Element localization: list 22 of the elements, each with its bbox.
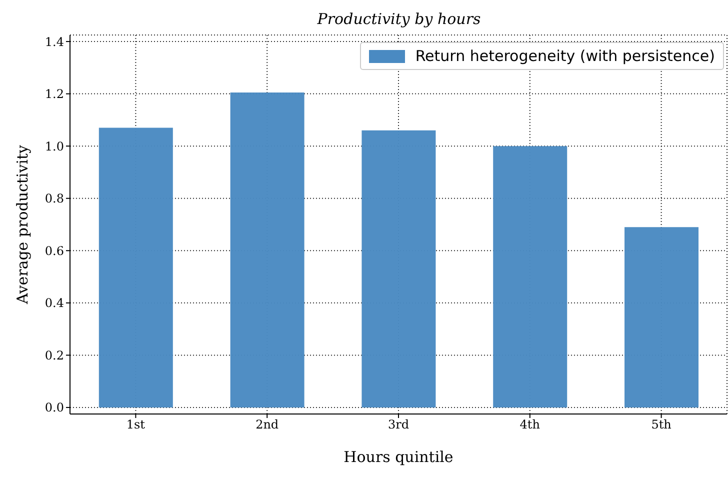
bar <box>230 92 304 408</box>
bar <box>362 130 436 408</box>
legend-label: Return heterogeneity (with persistence) <box>414 47 715 65</box>
x-tick-label: 5th <box>651 418 672 432</box>
y-tick-label: 1.0 <box>44 139 64 154</box>
y-tick-label: 0.4 <box>44 296 64 310</box>
chart-title: Productivity by hours <box>316 10 482 28</box>
x-axis-title: Hours quintile <box>344 448 454 466</box>
x-tick-label: 4th <box>520 418 540 432</box>
y-tick-label: 0.8 <box>44 192 64 206</box>
y-axis-title: Average productivity <box>13 144 32 306</box>
y-tick-label: 1.4 <box>44 34 64 49</box>
y-tick-label: 0.6 <box>44 244 64 258</box>
y-tick-label: 0.0 <box>44 400 64 415</box>
y-tick-label: 1.2 <box>44 87 64 102</box>
x-tick-label: 2nd <box>256 418 279 432</box>
bar <box>493 146 568 408</box>
bar <box>624 227 699 408</box>
x-tick-label: 3rd <box>388 418 410 432</box>
bar <box>98 128 173 408</box>
x-tick-label: 1st <box>126 418 146 432</box>
y-tick-label: 0.2 <box>44 348 64 362</box>
